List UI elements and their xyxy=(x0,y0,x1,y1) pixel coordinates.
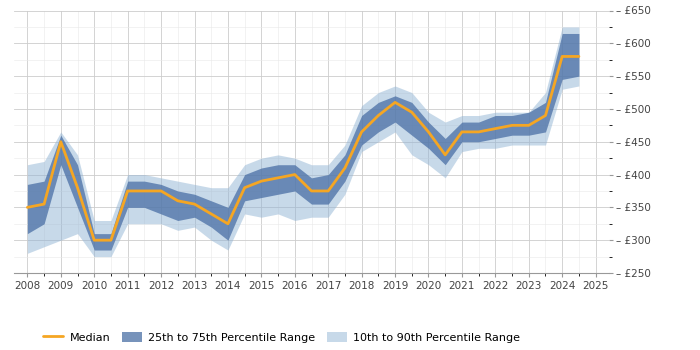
Median xyxy=(174,199,182,203)
Median xyxy=(157,189,165,193)
Median xyxy=(475,130,483,134)
Median xyxy=(140,189,148,193)
Median xyxy=(575,54,583,58)
Median xyxy=(106,238,115,242)
Median xyxy=(391,100,399,104)
Line: Median: Median xyxy=(27,56,579,240)
Median xyxy=(290,173,299,177)
Median xyxy=(424,130,433,134)
Median xyxy=(508,123,517,127)
Median xyxy=(458,130,466,134)
Median xyxy=(407,110,416,114)
Legend: Median, 25th to 75th Percentile Range, 10th to 90th Percentile Range: Median, 25th to 75th Percentile Range, 1… xyxy=(40,329,524,346)
Median xyxy=(240,186,248,190)
Median xyxy=(257,179,265,183)
Median xyxy=(190,202,199,206)
Median xyxy=(491,127,500,131)
Median xyxy=(23,205,32,209)
Median xyxy=(358,130,366,134)
Median xyxy=(274,176,282,180)
Median xyxy=(374,113,383,118)
Median xyxy=(57,140,65,144)
Median xyxy=(207,212,216,216)
Median xyxy=(74,186,82,190)
Median xyxy=(441,153,449,157)
Median xyxy=(224,222,232,226)
Median xyxy=(541,113,550,118)
Median xyxy=(341,166,349,170)
Median xyxy=(524,123,533,127)
Median xyxy=(558,54,566,58)
Median xyxy=(40,202,48,206)
Median xyxy=(123,189,132,193)
Median xyxy=(307,189,316,193)
Median xyxy=(324,189,332,193)
Median xyxy=(90,238,99,242)
